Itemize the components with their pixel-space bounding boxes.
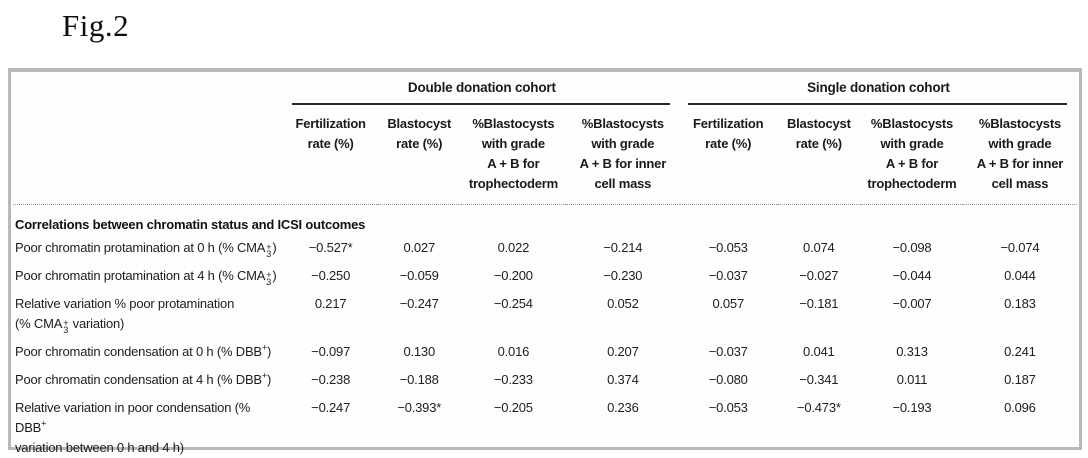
corner-cell <box>13 105 284 205</box>
cell-value: −0.193 <box>892 400 932 415</box>
table-row: Poor chromatin protamination at 4 h (% C… <box>13 262 1077 290</box>
sub-sup-stack: +3 <box>63 318 69 335</box>
column-header: %Blastocysts with grade A + B for trophe… <box>861 105 963 205</box>
table-frame: Double donation cohort Single donation c… <box>8 68 1082 455</box>
column-header: Fertilization rate (%) <box>283 105 378 205</box>
column-header: %Blastocysts with grade A + B for trophe… <box>460 105 566 205</box>
cell-value: 0.241 <box>1004 344 1036 359</box>
group-rule <box>291 103 670 105</box>
cell-value: −0.053 <box>708 400 748 415</box>
cell-value: −0.230 <box>603 268 643 283</box>
cell-value: 0.096 <box>1004 400 1036 415</box>
cell-value: −0.214 <box>603 240 643 255</box>
group-label: Double donation cohort <box>407 80 556 95</box>
row-label: Poor chromatin condensation at 4 h (% DB… <box>15 370 272 387</box>
cell-value: 0.236 <box>607 400 639 415</box>
column-header: Blastocyst rate (%) <box>377 105 461 205</box>
column-header-row: Fertilization rate (%) Blastocyst rate (… <box>13 105 1077 205</box>
table-body: Correlations between chromatin status an… <box>13 205 1077 458</box>
section-header: Correlations between chromatin status an… <box>15 217 366 232</box>
table-row: Poor chromatin condensation at 0 h (% DB… <box>13 338 1077 366</box>
cell-value: −0.181 <box>799 296 839 311</box>
row-label: Poor chromatin protamination at 0 h (% C… <box>15 240 277 259</box>
figure-label: Fig.2 <box>62 8 130 43</box>
cell-value: −0.247 <box>399 296 439 311</box>
sub-sup-stack: +3 <box>266 270 272 287</box>
cell-value: 0.052 <box>607 296 639 311</box>
cell-value: −0.200 <box>493 268 533 283</box>
cell-value: −0.247 <box>311 400 351 415</box>
section-header-row: Correlations between chromatin status an… <box>13 205 1077 235</box>
cell-value: −0.205 <box>493 400 533 415</box>
cell-value: −0.007 <box>892 296 932 311</box>
cell-value: 0.374 <box>607 372 639 387</box>
cell-value: −0.254 <box>493 296 533 311</box>
cell-value: 0.207 <box>607 344 639 359</box>
table-row: Poor chromatin protamination at 0 h (% C… <box>13 234 1077 262</box>
cell-value: 0.057 <box>712 296 744 311</box>
group-header-double: Double donation cohort <box>284 72 680 105</box>
column-header: %Blastocysts with grade A + B for inner … <box>962 105 1077 205</box>
cell-value: −0.098 <box>892 240 932 255</box>
column-header: Blastocyst rate (%) <box>776 105 862 205</box>
cell-value: −0.527* <box>308 240 353 255</box>
cell-value: −0.233 <box>493 372 533 387</box>
cell-value: 0.041 <box>803 344 835 359</box>
group-label: Single donation cohort <box>807 80 950 95</box>
cell-value: −0.188 <box>399 372 439 387</box>
cell-value: −0.037 <box>708 268 748 283</box>
cell-value: 0.022 <box>497 240 530 255</box>
cell-value: 0.183 <box>1004 296 1036 311</box>
column-header: %Blastocysts with grade A + B for inner … <box>565 105 680 205</box>
group-header-row: Double donation cohort Single donation c… <box>13 72 1077 105</box>
cell-value: 0.217 <box>314 296 347 311</box>
cell-value: −0.473* <box>796 400 841 415</box>
sub-sup-stack: +3 <box>266 242 272 259</box>
cell-value: −0.250 <box>311 268 351 283</box>
table-row: Poor chromatin condensation at 4 h (% DB… <box>13 366 1077 394</box>
row-label: Relative variation in poor condensation … <box>15 400 251 455</box>
cell-value: −0.080 <box>708 372 748 387</box>
table-row: Relative variation % poor protamination(… <box>13 290 1077 338</box>
cell-value: 0.027 <box>403 240 435 255</box>
cell-value: −0.238 <box>311 372 351 387</box>
corner-cell <box>13 72 284 105</box>
cell-value: 0.187 <box>1004 372 1036 387</box>
cell-value: −0.074 <box>1000 240 1040 255</box>
column-header: Fertilization rate (%) <box>679 105 777 205</box>
cell-value: 0.044 <box>1004 268 1036 283</box>
group-header-single: Single donation cohort <box>680 72 1077 105</box>
cell-value: −0.341 <box>799 372 839 387</box>
cell-value: −0.037 <box>708 344 748 359</box>
cell-value: −0.059 <box>399 268 439 283</box>
cell-value: 0.016 <box>497 344 530 359</box>
cell-value: −0.044 <box>892 268 932 283</box>
cell-value: 0.074 <box>803 240 835 255</box>
row-label: Relative variation % poor protamination(… <box>15 296 235 335</box>
cell-value: −0.027 <box>799 268 839 283</box>
group-rule <box>687 103 1067 105</box>
row-label: Poor chromatin condensation at 0 h (% DB… <box>15 342 272 359</box>
cell-value: 0.011 <box>896 372 928 387</box>
cell-value: −0.053 <box>708 240 748 255</box>
cell-value: 0.130 <box>403 344 435 359</box>
cell-value: −0.393* <box>397 400 442 415</box>
table-row: Relative variation in poor condensation … <box>13 394 1077 458</box>
correlation-table: Double donation cohort Single donation c… <box>13 72 1077 458</box>
cell-value: −0.097 <box>311 344 351 359</box>
row-label: Poor chromatin protamination at 4 h (% C… <box>15 268 277 287</box>
cell-value: 0.313 <box>896 344 928 359</box>
